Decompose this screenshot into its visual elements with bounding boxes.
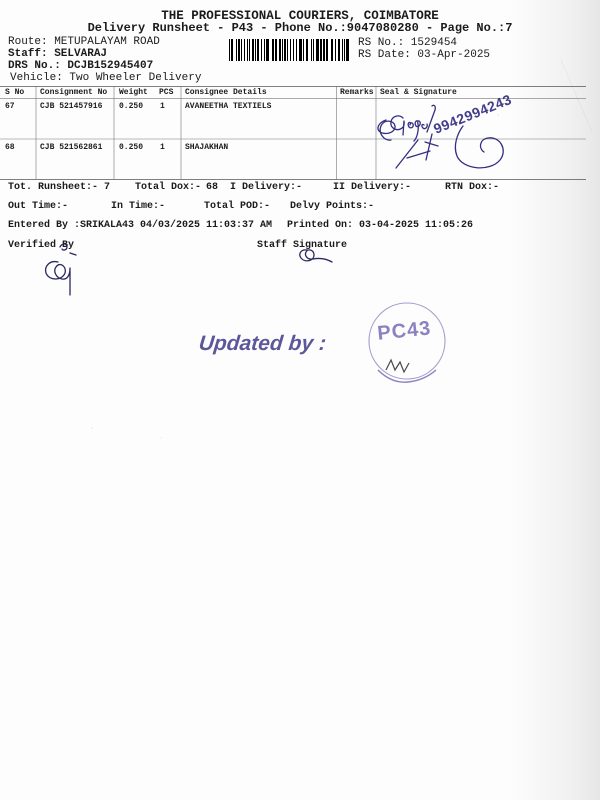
svg-text:Updated by :: Updated by : xyxy=(198,332,328,355)
svg-text:PC43: PC43 xyxy=(376,317,432,345)
